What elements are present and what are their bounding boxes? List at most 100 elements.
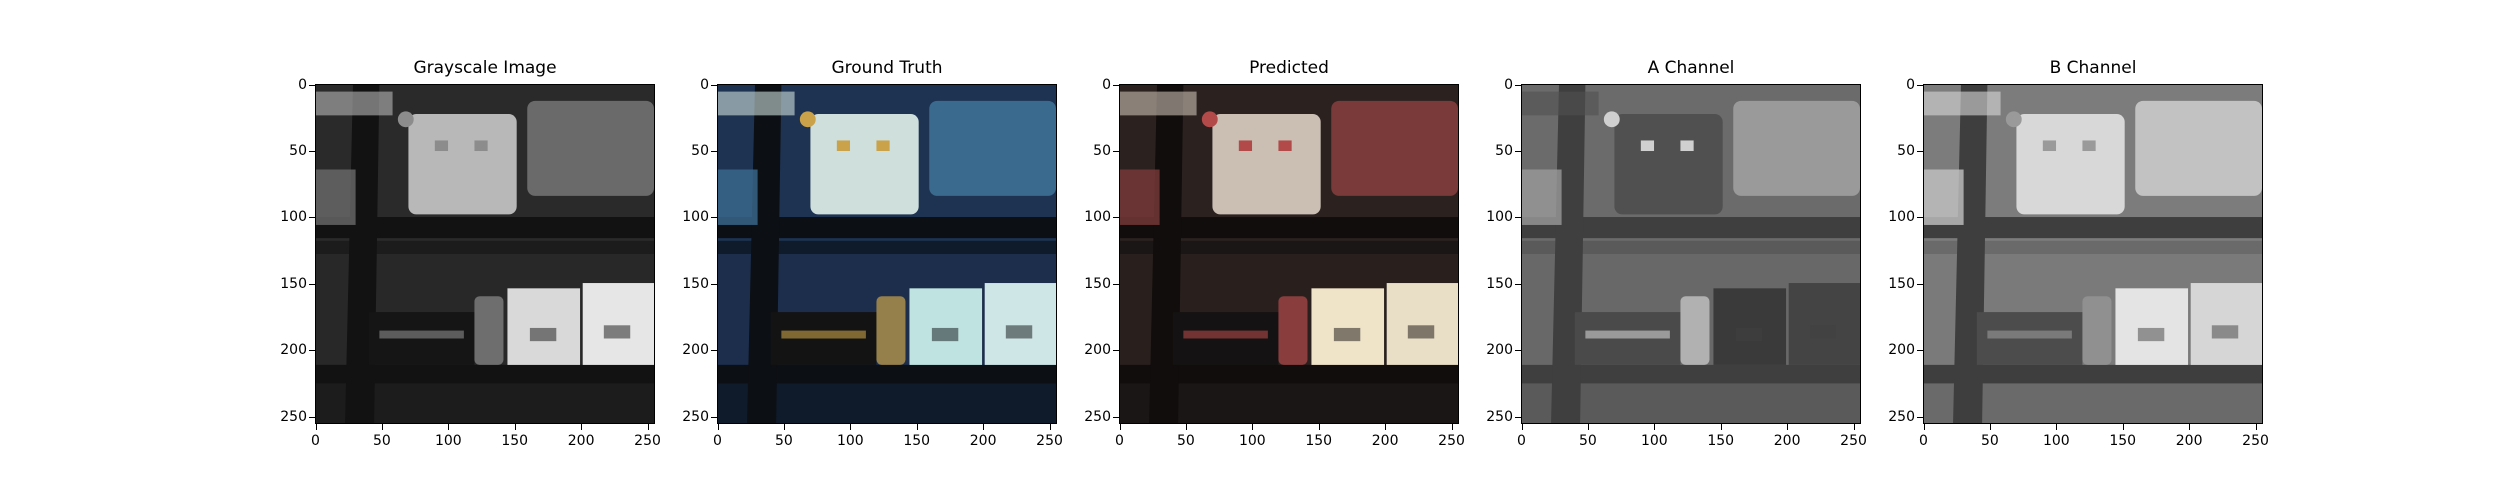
label-1	[1735, 327, 1763, 342]
upper-shelf	[1120, 217, 1458, 239]
latch-2	[474, 140, 488, 152]
x-tick	[2056, 424, 2058, 430]
x-tick	[1385, 424, 1387, 430]
upper-shelf	[1924, 217, 2262, 239]
suitcase-2	[1733, 100, 1860, 196]
x-tick	[983, 424, 985, 430]
y-tick	[1917, 416, 1923, 418]
x-tick	[1989, 424, 1991, 430]
y-tick	[1917, 150, 1923, 152]
x-tick	[1587, 424, 1589, 430]
storage-box-1	[1713, 288, 1787, 365]
top-left-case	[1120, 91, 1197, 116]
label-1	[1333, 327, 1361, 342]
upper-shelf	[316, 217, 654, 239]
y-tick	[309, 217, 315, 219]
label-2	[1407, 325, 1435, 339]
x-tick	[1252, 424, 1254, 430]
typewriter-keys	[1183, 330, 1268, 339]
y-tick	[1515, 84, 1521, 86]
label-1	[931, 327, 959, 342]
glass-jar	[474, 296, 504, 365]
x-tick	[2189, 424, 2191, 430]
y-tick	[1917, 217, 1923, 219]
left-case	[718, 169, 758, 225]
glass-jar	[1278, 296, 1308, 365]
y-tick-label: 200	[682, 342, 709, 359]
y-tick	[711, 416, 717, 418]
x-tick	[1185, 424, 1187, 430]
y-tick-label: 150	[1084, 275, 1111, 292]
x-tick-label: 150	[501, 433, 529, 449]
latch-2	[876, 140, 890, 152]
y-tick-label: 150	[682, 275, 709, 292]
x-tick-label: 250	[1840, 433, 1867, 449]
suitcase-2	[2135, 100, 2262, 196]
x-tick-label: 200	[1773, 433, 1801, 449]
latch-1	[2042, 140, 2057, 152]
typewriter-keys	[1987, 330, 2072, 339]
left-case	[316, 169, 356, 225]
x-tick	[1049, 424, 1051, 430]
storage-box-1	[507, 288, 581, 365]
top-left-case	[1924, 91, 2001, 116]
y-tick	[1917, 283, 1923, 285]
storage-box-2	[1386, 283, 1458, 365]
x-tick	[448, 424, 450, 430]
image-axes	[1923, 84, 2263, 424]
x-tick	[1451, 424, 1453, 430]
y-tick-label: 50	[289, 142, 307, 159]
y-tick	[1917, 350, 1923, 352]
x-tick-label: 200	[567, 433, 595, 449]
y-tick	[711, 217, 717, 219]
x-tick-label: 150	[903, 433, 931, 449]
y-tick	[1515, 350, 1521, 352]
y-tick-label: 150	[1486, 275, 1513, 292]
y-tick	[711, 283, 717, 285]
label-2	[603, 325, 631, 339]
y-tick-label: 200	[1084, 342, 1111, 359]
lower-shelf	[718, 364, 1056, 384]
storage-box-1	[909, 288, 983, 365]
y-tick	[1515, 283, 1521, 285]
y-tick-label: 100	[1486, 209, 1513, 226]
panel-title: A Channel	[1647, 58, 1735, 78]
top-left-case	[1522, 91, 1599, 116]
x-tick	[916, 424, 918, 430]
x-tick-label: 50	[774, 433, 793, 449]
y-tick-label: 50	[1093, 142, 1111, 159]
y-tick	[1113, 150, 1119, 152]
glass-jar	[2082, 296, 2112, 365]
x-tick-label: 50	[1980, 433, 1999, 449]
y-tick-label: 100	[1888, 209, 1915, 226]
shelf-image	[316, 85, 654, 423]
panel-title: Ground Truth	[831, 58, 943, 78]
x-tick	[514, 424, 516, 430]
latch-2	[2082, 140, 2096, 152]
lower-shelf	[316, 364, 654, 384]
image-axes	[717, 84, 1057, 424]
x-tick-label: 200	[2175, 433, 2203, 449]
lower-shelf	[1924, 364, 2262, 384]
x-tick	[1720, 424, 1722, 430]
x-tick-label: 0	[311, 433, 320, 449]
x-tick-label: 150	[1305, 433, 1333, 449]
y-tick-label: 150	[1888, 275, 1915, 292]
y-tick	[711, 84, 717, 86]
panel-title: Grayscale Image	[413, 58, 557, 78]
suitcase-1	[810, 114, 919, 215]
y-tick-label: 250	[1486, 408, 1513, 425]
y-tick	[711, 150, 717, 152]
y-tick	[1113, 84, 1119, 86]
y-tick	[711, 350, 717, 352]
lamp-bulb	[799, 111, 816, 128]
label-2	[1809, 325, 1837, 339]
x-tick	[850, 424, 852, 430]
x-tick	[1521, 424, 1523, 430]
latch-1	[434, 140, 449, 152]
x-tick-label: 100	[434, 433, 462, 449]
x-tick	[381, 424, 383, 430]
y-tick-label: 0	[1102, 76, 1111, 93]
y-tick	[309, 84, 315, 86]
x-tick-label: 250	[1438, 433, 1465, 449]
